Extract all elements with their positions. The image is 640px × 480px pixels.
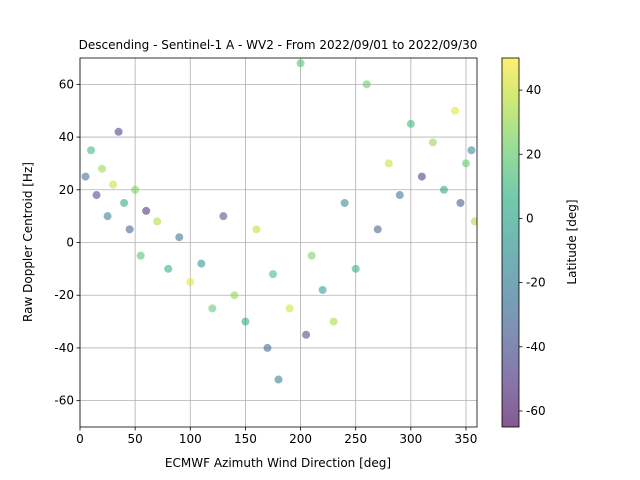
colorbar	[501, 57, 520, 428]
colorbar-tick-label: -40	[526, 340, 546, 354]
scatter-point	[241, 317, 250, 326]
scatter-point	[456, 198, 465, 207]
scatter-point	[87, 146, 96, 155]
scatter-point	[252, 225, 261, 234]
scatter-point	[470, 217, 477, 226]
scatter-point	[136, 251, 145, 260]
y-tick-label: -40	[54, 341, 74, 355]
x-tick-label: 300	[399, 432, 422, 446]
scatter-point	[373, 225, 382, 234]
scatter-point	[120, 198, 129, 207]
y-tick-label: 20	[59, 183, 74, 197]
colorbar-tick-label: 20	[526, 147, 541, 161]
scatter-point	[186, 278, 195, 287]
x-tick-label: 200	[289, 432, 312, 446]
scatter-point	[302, 330, 311, 339]
scatter-point	[274, 375, 283, 384]
scatter-point	[208, 304, 217, 313]
scatter-point	[307, 251, 316, 260]
x-tick-label: 0	[76, 432, 84, 446]
scatter-point	[450, 106, 459, 115]
scatter-point	[81, 172, 90, 181]
grid	[79, 58, 477, 427]
y-axis-ticks: -60 -40 -20 0 20 40 60	[54, 77, 80, 408]
y-tick-label: 60	[59, 77, 74, 91]
scatter-point	[351, 264, 360, 273]
colorbar-ticks: -60 -40 -20 0 20 40	[519, 83, 546, 418]
scatter-point	[467, 146, 476, 155]
scatter-point	[318, 285, 327, 294]
x-tick-label: 150	[234, 432, 257, 446]
colorbar-tick-label: -60	[526, 404, 546, 418]
scatter-point	[230, 291, 239, 300]
scatter-point	[395, 191, 404, 200]
scatter-point	[340, 198, 349, 207]
scatter-points	[81, 59, 477, 384]
scatter-point	[219, 212, 228, 221]
scatter-point	[384, 159, 393, 168]
scatter-point	[439, 185, 448, 194]
scatter-point	[461, 159, 470, 168]
scatter-point	[109, 180, 118, 189]
x-tick-label: 250	[344, 432, 367, 446]
y-tick-label: -20	[54, 288, 74, 302]
scatter-point	[125, 225, 134, 234]
scatter-point	[131, 185, 140, 194]
scatter-point	[197, 259, 206, 268]
scatter-point	[362, 80, 371, 89]
scatter-point	[329, 317, 338, 326]
scatter-point	[98, 164, 107, 173]
scatter-point	[92, 191, 101, 200]
scatter-point	[285, 304, 294, 313]
scatter-point	[142, 206, 151, 215]
scatter-point	[164, 264, 173, 273]
scatter-point	[114, 127, 123, 136]
colorbar-tick-label: -20	[526, 276, 546, 290]
scatter-point	[406, 119, 415, 128]
scatter-point	[153, 217, 162, 226]
scatter-point	[428, 138, 437, 147]
x-tick-label: 100	[179, 432, 202, 446]
scatter-point	[175, 233, 184, 242]
scatter-point	[417, 172, 426, 181]
scatter-point	[268, 270, 277, 279]
chart-title: Descending - Sentinel-1 A - WV2 - From 2…	[79, 38, 478, 52]
colorbar-label: Latitude [deg]	[565, 199, 579, 284]
x-tick-label: 50	[127, 432, 142, 446]
y-tick-label: 40	[59, 130, 74, 144]
scatter-point	[103, 212, 112, 221]
x-axis-label: ECMWF Azimuth Wind Direction [deg]	[165, 456, 391, 470]
y-tick-label: 0	[66, 236, 74, 250]
y-axis-label: Raw Doppler Centroid [Hz]	[21, 162, 35, 322]
x-axis-ticks: 0 50 100 150 200 250 300 350	[76, 427, 477, 446]
scatter-point	[296, 59, 305, 68]
colorbar-tick-label: 0	[526, 211, 534, 225]
scatter-point	[263, 343, 272, 352]
y-tick-label: -60	[54, 394, 74, 408]
x-tick-label: 350	[455, 432, 478, 446]
colorbar-tick-label: 40	[526, 83, 541, 97]
